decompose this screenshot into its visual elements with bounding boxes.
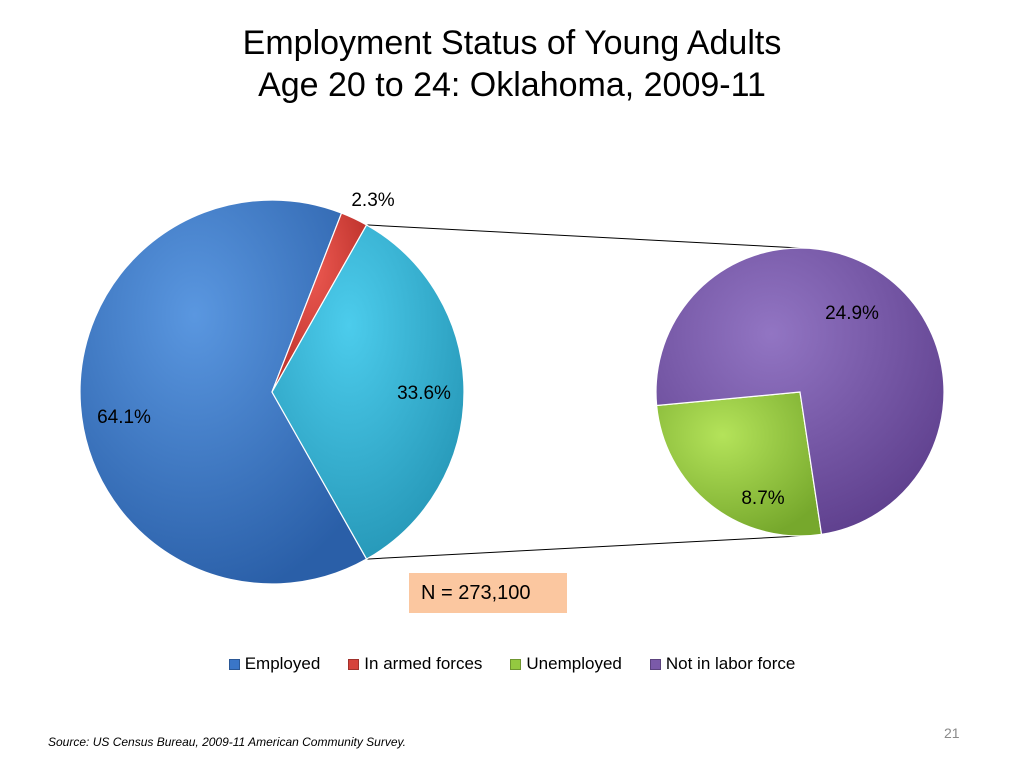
legend-item-unemployed: Unemployed: [510, 654, 622, 674]
legend-item-not-in-labor-force: Not in labor force: [649, 654, 796, 674]
legend-swatch-not-in-labor-force: [649, 658, 661, 670]
source-note: Source: US Census Bureau, 2009-11 Americ…: [48, 735, 406, 749]
legend: Employed In armed forces Unemployed Not …: [0, 654, 1024, 674]
legend-swatch-employed: [228, 658, 240, 670]
data-label-other: 33.6%: [397, 383, 451, 404]
legend-label: In armed forces: [364, 654, 483, 673]
legend-item-employed: Employed: [228, 654, 321, 674]
pie-connector-lines: [366, 224, 801, 560]
connector-line-top: [366, 224, 801, 249]
secondary-pie: [655, 247, 945, 537]
slide-title: Employment Status of Young Adults Age 20…: [0, 22, 1024, 106]
data-label-in-armed-forces: 2.3%: [351, 190, 394, 211]
legend-label: Unemployed: [526, 654, 622, 673]
data-label-employed: 64.1%: [97, 407, 151, 428]
legend-label: Employed: [244, 654, 321, 673]
legend-swatch-armed-forces: [348, 658, 360, 670]
legend-swatch-unemployed: [510, 658, 522, 670]
n-sample-size-box: N = 273,100: [409, 573, 567, 613]
legend-item-armed-forces: In armed forces: [348, 654, 482, 674]
pie-slice-other-unemployed-not-in-labor-force: [271, 224, 465, 560]
data-label-unemployed: 8.7%: [741, 488, 784, 509]
main-pie: [79, 199, 465, 585]
connector-line-bottom: [366, 535, 801, 560]
title-line-2: Age 20 to 24: Oklahoma, 2009-11: [258, 66, 766, 104]
page-number: 21: [944, 725, 960, 741]
pie-slice-not-in-labor-force: [655, 247, 945, 536]
title-line-1: Employment Status of Young Adults: [242, 24, 782, 62]
data-label-not-in-labor-force: 24.9%: [825, 303, 879, 324]
pie-slice-employed: [79, 199, 368, 585]
data-labels: 64.1% 2.3% 33.6% 24.9% 8.7%: [97, 190, 879, 509]
pie-slice-unemployed: [655, 391, 823, 537]
legend-label: Not in labor force: [665, 654, 796, 673]
